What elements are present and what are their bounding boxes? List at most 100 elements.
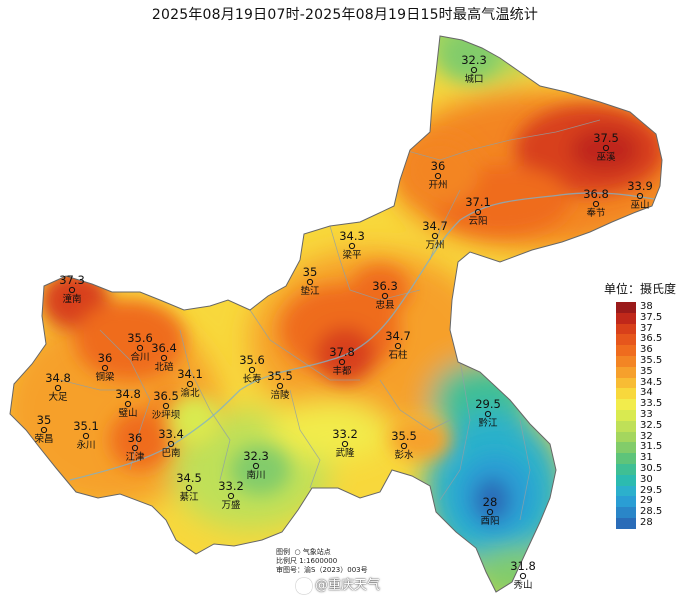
- legend-swatch: [616, 463, 636, 475]
- station-dot-icon: [470, 66, 478, 74]
- station-dot-icon: [636, 192, 644, 200]
- station-marker: 37.5 巫溪: [593, 131, 619, 163]
- station-dot-icon: [186, 380, 194, 388]
- station-name: 渝北: [180, 387, 200, 399]
- station-marker: 32.3 南川: [243, 449, 269, 481]
- station-name: 荣昌: [34, 433, 53, 445]
- weibo-icon: [296, 577, 312, 594]
- legend-label: 34.5: [640, 376, 663, 388]
- station-dot-icon: [394, 342, 402, 350]
- station-marker: 36.4 北碚: [151, 341, 177, 373]
- legend-swatch: [616, 345, 636, 356]
- chongqing-boundary: [9, 35, 663, 593]
- station-value: 35: [303, 265, 318, 279]
- station-dot-icon: [519, 572, 527, 580]
- info-station-label: 气象站点: [302, 548, 331, 556]
- station-value: 36: [98, 351, 113, 365]
- station-marker: 37.8 丰都: [329, 345, 355, 377]
- station-dot-icon: [162, 402, 170, 410]
- station-value: 32.3: [243, 449, 269, 463]
- station-dot-icon: [400, 442, 408, 450]
- station-dot-icon: [252, 462, 260, 470]
- legend-swatch: [616, 420, 636, 432]
- station-name: 长寿: [242, 373, 261, 385]
- legend-swatch: [616, 302, 636, 313]
- legend-swatch: [616, 485, 636, 497]
- station-value: 36: [431, 159, 446, 173]
- station-dot-icon: [431, 232, 439, 240]
- legend-label: 36.5: [640, 333, 663, 345]
- station-value: 36.8: [583, 187, 609, 201]
- station-value: 37.1: [465, 195, 491, 209]
- legend-swatch: [616, 366, 636, 378]
- legend-label: 33.5: [640, 398, 663, 410]
- station-dot-icon: [276, 382, 284, 390]
- station-name: 璧山: [118, 407, 137, 419]
- station-name: 涪陵: [270, 389, 290, 401]
- station-marker: 28 酉阳: [480, 495, 499, 527]
- station-dot-icon: [602, 144, 610, 152]
- station-value: 36.3: [372, 279, 398, 293]
- station-marker: 33.4 巴南: [158, 427, 184, 459]
- legend-swatch: [616, 517, 636, 529]
- station-value: 34.8: [45, 371, 71, 385]
- legend-swatch: [616, 442, 636, 454]
- station-dot-icon: [136, 344, 144, 352]
- station-name: 梁平: [342, 249, 362, 261]
- station-marker: 36.8 奉节: [583, 187, 609, 219]
- legend-swatch: [616, 496, 636, 508]
- station-name: 忠县: [375, 300, 394, 311]
- legend-label: 34: [640, 387, 653, 399]
- station-name: 石柱: [388, 349, 408, 361]
- station-marker: 35.6 合川: [127, 331, 153, 363]
- station-dot-icon: [248, 366, 256, 374]
- station-value: 33.4: [158, 427, 184, 441]
- legend-label: 28: [640, 516, 653, 528]
- station-name: 万盛: [221, 499, 241, 511]
- station-marker: 34.7 石柱: [385, 329, 411, 361]
- station-marker: 34.8 大足: [45, 371, 71, 403]
- station-dot-icon: [381, 292, 389, 300]
- station-dot-icon: [124, 400, 132, 408]
- station-name: 奉节: [586, 207, 605, 219]
- station-name: 巫溪: [596, 151, 616, 163]
- station-value: 33.2: [332, 427, 358, 441]
- station-marker: 35.5 彭水: [391, 429, 417, 461]
- station-name: 黔江: [478, 417, 498, 429]
- station-value: 35: [37, 413, 52, 427]
- station-name: 秀山: [513, 579, 532, 591]
- station-layer: 32.3 城口 37.5 巫溪 36 开州 37.1 云阳 36.8 奉节 33.9 巫山 34.7 万州…: [34, 53, 652, 591]
- legend-label: 31.5: [640, 441, 663, 453]
- station-value: 36.5: [153, 389, 179, 403]
- legend-swatch: [616, 453, 636, 464]
- legend-swatch: [616, 355, 636, 367]
- legend-swatch: [616, 409, 636, 421]
- info-legend-label: 图例: [276, 548, 290, 556]
- station-name: 彭水: [394, 449, 414, 461]
- station-value: 37.3: [59, 273, 85, 287]
- station-marker: 35 荣昌: [34, 413, 53, 445]
- station-value: 36.4: [151, 341, 177, 355]
- legend-label: 36: [640, 344, 653, 356]
- station-value: 34.1: [177, 367, 203, 381]
- station-value: 35.5: [391, 429, 417, 443]
- station-dot-icon: [338, 358, 346, 366]
- station-value: 33.2: [218, 479, 244, 493]
- station-value: 32.3: [461, 53, 487, 67]
- station-name: 沙坪坝: [152, 409, 181, 421]
- station-name: 潼南: [62, 293, 81, 305]
- station-dot-icon: [484, 410, 492, 418]
- map-title: 2025年08月19日07时-2025年08月19日15时最高气温统计: [151, 7, 539, 23]
- station-value: 33.9: [627, 179, 653, 193]
- station-name: 万州: [425, 240, 444, 251]
- station-name: 武隆: [335, 447, 355, 459]
- station-marker: 34.1 渝北: [177, 367, 203, 399]
- station-name: 綦江: [179, 491, 199, 503]
- station-value: 34.3: [339, 229, 365, 243]
- station-value: 34.5: [176, 471, 202, 485]
- station-dot-icon: [185, 484, 193, 492]
- station-value: 35.1: [73, 419, 99, 433]
- legend-label: 28.5: [640, 506, 663, 518]
- station-dot-icon: [131, 444, 139, 452]
